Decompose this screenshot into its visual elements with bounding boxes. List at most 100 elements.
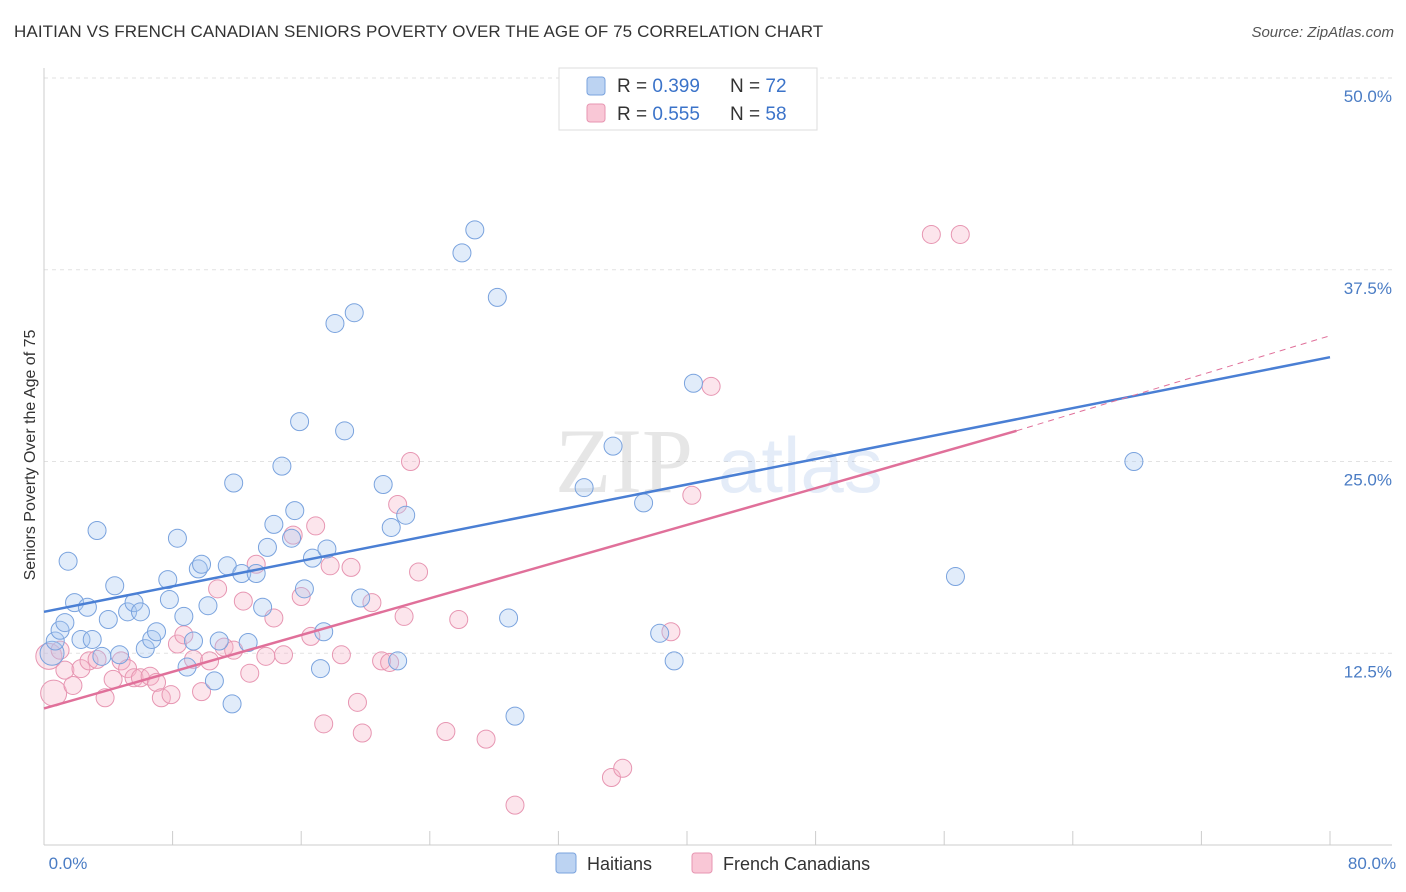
point-french-canadians	[409, 562, 429, 582]
legend-swatch-haitians	[586, 76, 606, 96]
point-haitians	[92, 646, 112, 666]
point-haitians	[574, 478, 594, 498]
axes	[43, 68, 1392, 846]
point-haitians	[71, 629, 91, 649]
point-haitians	[945, 567, 965, 587]
point-french-canadians	[306, 516, 326, 536]
point-haitians	[55, 613, 75, 633]
legend-r-value: 0.555	[652, 104, 700, 125]
point-french-canadians	[352, 723, 372, 743]
point-haitians	[314, 622, 334, 642]
trend-line-french-canadians-extension	[1016, 335, 1331, 432]
point-french-canadians	[341, 557, 361, 577]
point-haitians	[310, 659, 330, 679]
point-haitians	[253, 597, 273, 617]
point-french-canadians	[283, 525, 303, 545]
watermark-zip: ZIP	[555, 410, 693, 512]
point-french-canadians	[161, 685, 181, 705]
point-haitians	[1124, 452, 1144, 471]
point-haitians	[272, 456, 292, 476]
y-tick-label: 37.5%	[1344, 279, 1392, 298]
point-french-canadians	[921, 224, 941, 244]
point-french-canadians	[372, 651, 392, 671]
point-french-canadians	[79, 651, 99, 671]
point-haitians	[110, 645, 130, 665]
point-french-canadians	[613, 758, 633, 778]
point-haitians	[381, 517, 401, 537]
point-haitians	[87, 521, 107, 541]
point-haitians	[373, 475, 393, 495]
point-haitians	[204, 671, 224, 691]
point-french-canadians	[55, 660, 75, 680]
legend-bottom-label-french-canadians: French Canadians	[723, 854, 870, 874]
x-tick-label-max: 80.0%	[1348, 854, 1396, 873]
point-haitians	[198, 596, 218, 616]
point-haitians	[683, 373, 703, 393]
y-axis-label: Seniors Poverty Over the Age of 75	[22, 330, 39, 581]
point-haitians	[209, 631, 229, 651]
point-french-canadians	[682, 485, 702, 505]
grid-lines	[44, 77, 1392, 654]
legend-bottom-label-haitians: Haitians	[587, 854, 652, 874]
point-french-canadians	[394, 606, 414, 626]
watermark: ZIP atlas	[555, 410, 883, 512]
point-french-canadians	[320, 556, 340, 576]
y-tick-label: 50.0%	[1344, 87, 1392, 106]
point-french-canadians	[71, 659, 91, 679]
chart-title: HAITIAN VS FRENCH CANADIAN SENIORS POVER…	[14, 22, 824, 41]
point-french-canadians	[701, 376, 721, 396]
point-haitians	[487, 287, 507, 307]
trend-line-haitians	[43, 355, 1331, 614]
point-french-canadians	[111, 651, 131, 671]
legend-r-label: R =	[617, 76, 652, 97]
point-haitians	[238, 633, 258, 653]
point-french-canadians	[449, 610, 469, 630]
trend-line-french-canadians	[43, 429, 1017, 710]
point-haitians	[505, 706, 525, 726]
point-haitians	[290, 412, 310, 432]
point-haitians	[58, 551, 78, 571]
point-french-canadians	[401, 452, 421, 471]
svg-text:R = 0.555: R = 0.555	[617, 104, 700, 125]
point-haitians	[351, 588, 371, 608]
point-french-canadians	[505, 795, 525, 815]
svg-text:N = 72: N = 72	[730, 76, 787, 97]
point-haitians	[82, 629, 102, 649]
point-haitians	[317, 539, 337, 559]
point-haitians	[664, 651, 684, 671]
point-haitians	[499, 608, 519, 628]
point-haitians	[130, 602, 150, 622]
legend-r-label: R =	[617, 104, 652, 125]
point-french-canadians	[50, 640, 70, 660]
point-haitians	[167, 528, 187, 548]
legend-swatch-french-canadians	[586, 103, 606, 123]
legend-n-value: 58	[765, 104, 786, 125]
point-haitians	[465, 220, 485, 240]
point-haitians	[325, 313, 345, 333]
y-tick-label: 12.5%	[1344, 662, 1392, 681]
y-tick-label: 25.0%	[1344, 471, 1392, 490]
point-french-canadians	[362, 593, 382, 613]
point-haitians	[183, 631, 203, 651]
point-french-canadians	[436, 721, 456, 741]
trend-lines	[43, 335, 1331, 710]
legend-bottom-swatch-haitians	[555, 852, 577, 874]
point-haitians	[222, 694, 242, 714]
point-haitians	[285, 501, 305, 521]
legend-r-value: 0.399	[652, 76, 700, 97]
point-haitians	[158, 570, 178, 590]
point-haitians	[396, 505, 416, 525]
point-haitians	[224, 473, 244, 493]
svg-text:N = 58: N = 58	[730, 104, 787, 125]
x-tick-label-min: 0.0%	[49, 854, 88, 873]
y-tick-labels: 12.5% 25.0% 37.5% 50.0%	[1344, 87, 1392, 681]
point-haitians	[159, 590, 179, 610]
point-haitians	[257, 537, 277, 557]
point-haitians	[650, 623, 670, 643]
point-french-canadians	[291, 586, 311, 606]
point-french-canadians	[208, 579, 228, 599]
point-french-canadians	[233, 591, 253, 611]
legend-n-value: 72	[765, 76, 786, 97]
legend-bottom-swatch-french-canadians	[691, 852, 713, 874]
